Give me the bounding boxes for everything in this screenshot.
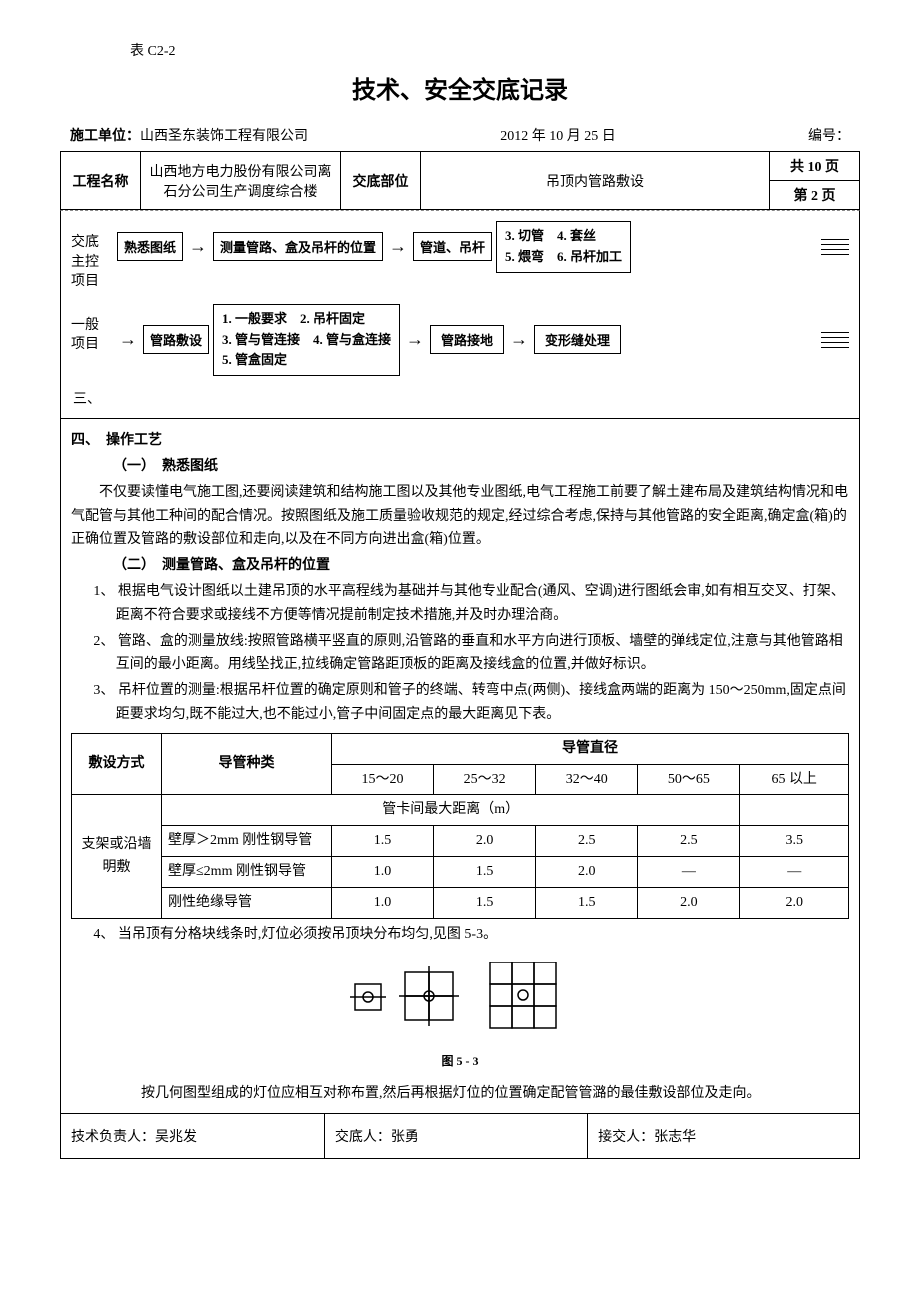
spec-r2-v0: 1.0 — [332, 887, 434, 918]
table-row: 刚性绝缘导管 1.0 1.5 1.5 2.0 2.0 — [72, 887, 849, 918]
arrow-icon: → — [187, 236, 209, 257]
body-content: 四、 操作工艺 （一） 熟悉图纸 不仅要读懂电气施工图,还要阅读建筑和结构施工图… — [71, 429, 849, 1105]
spec-col-dia: 导管直径 — [332, 733, 849, 764]
spec-dia-4: 65 以上 — [740, 764, 849, 795]
recv-val: 张志华 — [654, 1130, 696, 1145]
project-value: 山西地方电力股份有限公司离石分公司生产调度综合楼 — [141, 152, 341, 210]
info-table: 工程名称 山西地方电力股份有限公司离石分公司生产调度综合楼 交底部位 吊顶内管路… — [60, 151, 860, 210]
arrow-icon: → — [508, 329, 530, 350]
sub1-title: 熟悉图纸 — [162, 459, 218, 474]
flow2-l1: 1. 一般要求 2. 吊杆固定 — [222, 309, 391, 330]
p1: 不仅要读懂电气施工图,还要阅读建筑和结构施工图以及其他专业图纸,电气工程施工前要… — [71, 481, 849, 552]
flow2-left: 管路敷设 — [143, 325, 209, 354]
spec-r2-type: 刚性绝缘导管 — [162, 887, 332, 918]
spec-col-method: 敷设方式 — [72, 733, 162, 795]
page-no: 第 2 页 — [770, 181, 860, 210]
spec-r1-v0: 1.0 — [332, 856, 434, 887]
disc-label: 交底人： — [335, 1130, 391, 1145]
line-stack — [819, 332, 849, 348]
spec-method: 支架或沿墙明敷 — [72, 795, 162, 918]
body-table: 四、 操作工艺 （一） 熟悉图纸 不仅要读懂电气施工图,还要阅读建筑和结构施工图… — [60, 419, 860, 1159]
flow1-side: 交底 主控 项目 — [71, 221, 111, 292]
li1: 1、 根据电气设计图纸以土建吊顶的水平高程线为基础并与其他专业配合(通风、空调)… — [71, 580, 849, 628]
note4: 4、 当吊顶有分格块线条时,灯位必须按吊顶块分布均匀,见图 5-3。 — [71, 923, 849, 947]
fig-svg — [350, 962, 570, 1032]
spec-col-dist: 管卡间最大距离（m） — [162, 795, 740, 826]
line-stack — [819, 239, 849, 255]
spec-r0-v4: 3.5 — [740, 826, 849, 857]
li2: 2、 管路、盒的测量放线:按照管路横平竖直的原则,沿管路的垂直和水平方向进行顶板… — [71, 630, 849, 678]
unit-value: 山西圣东装饰工程有限公司 — [140, 129, 308, 144]
spec-r0-type: 壁厚＞2mm 刚性钢导管 — [162, 826, 332, 857]
header-row: 施工单位：山西圣东装饰工程有限公司 2012 年 10 月 25 日 编号： — [60, 125, 860, 145]
fig-caption: 图 5 - 3 — [71, 1051, 849, 1071]
li3: 3、 吊杆位置的测量:根据吊杆位置的确定原则和管子的终端、转弯中点(两侧)、接线… — [71, 679, 849, 727]
after-fig: 按几何图型组成的灯位应相互对称布置,然后再根据灯位的位置确定配管管潞的最佳敷设部… — [71, 1082, 849, 1106]
spec-r1-v2: 2.0 — [536, 856, 638, 887]
sec4-num: 四、 — [71, 433, 92, 448]
spec-r0-v2: 2.5 — [536, 826, 638, 857]
spec-r0-v3: 2.5 — [638, 826, 740, 857]
table-row: 壁厚＞2mm 刚性钢导管 1.5 2.0 2.5 2.5 3.5 — [72, 826, 849, 857]
spec-dia-1: 25～32 — [434, 764, 536, 795]
diagram-area: 交底 主控 项目 熟悉图纸 → 测量管路、盒及吊杆的位置 → 管道、吊杆 3. … — [60, 210, 860, 419]
sub2-title: 测量管路、盒及吊杆的位置 — [162, 558, 330, 573]
flow-group-2: 一般 项目 → 管路敷设 1. 一般要求 2. 吊杆固定 3. 管与管连接 4.… — [71, 304, 849, 376]
tech-val: 吴兆发 — [155, 1130, 197, 1145]
sub2-num: （二） — [113, 558, 148, 573]
footer-row: 技术负责人：吴兆发 交底人：张勇 接交人：张志华 — [61, 1114, 860, 1159]
spec-r1-v4: — — [740, 856, 849, 887]
project-label: 工程名称 — [61, 152, 141, 210]
spec-r2-v2: 1.5 — [536, 887, 638, 918]
spec-col-type: 导管种类 — [162, 733, 332, 795]
spec-r2-v1: 1.5 — [434, 887, 536, 918]
flow-group-1: 交底 主控 项目 熟悉图纸 → 测量管路、盒及吊杆的位置 → 管道、吊杆 3. … — [71, 221, 849, 292]
spec-r0-v1: 2.0 — [434, 826, 536, 857]
disc-val: 张勇 — [391, 1130, 419, 1145]
spec-r2-v4: 2.0 — [740, 887, 849, 918]
flow1-box1: 熟悉图纸 — [117, 232, 183, 261]
spec-r1-v3: — — [638, 856, 740, 887]
spec-dia-2: 32～40 — [536, 764, 638, 795]
flow2-box3: 变形缝处理 — [534, 325, 621, 354]
figure-5-3: 图 5 - 3 — [71, 962, 849, 1071]
flow1-box3: 管道、吊杆 — [413, 232, 492, 261]
recv-label: 接交人： — [598, 1130, 654, 1145]
flow2-l2: 3. 管与管连接 4. 管与盒连接 — [222, 330, 391, 351]
flow1-right-top: 3. 切管 4. 套丝 — [505, 226, 622, 247]
date: 2012 年 10 月 25 日 — [500, 125, 616, 145]
table-row: 壁厚≤2mm 刚性钢导管 1.0 1.5 2.0 — — — [72, 856, 849, 887]
sub1-num: （一） — [113, 459, 148, 474]
spec-r1-v1: 1.5 — [434, 856, 536, 887]
flow1-right: 3. 切管 4. 套丝 5. 煨弯 6. 吊杆加工 — [496, 221, 631, 273]
unit-label: 施工单位： — [70, 129, 140, 144]
flow1-box2: 测量管路、盒及吊杆的位置 — [213, 232, 383, 261]
flow1-right-bot: 5. 煨弯 6. 吊杆加工 — [505, 247, 622, 268]
arrow-icon: → — [404, 329, 426, 350]
spec-r2-v3: 2.0 — [638, 887, 740, 918]
flow2-box2: 管路接地 — [430, 325, 504, 354]
part-value: 吊顶内管路敷设 — [421, 152, 770, 210]
spec-r0-v0: 1.5 — [332, 826, 434, 857]
spec-r1-type: 壁厚≤2mm 刚性钢导管 — [162, 856, 332, 887]
arrow-icon: → — [387, 236, 409, 257]
arrow-icon: → — [117, 329, 139, 350]
flow2-main: 1. 一般要求 2. 吊杆固定 3. 管与管连接 4. 管与盒连接 5. 管盒固… — [213, 304, 400, 376]
spec-table: 敷设方式 导管种类 导管直径 15～20 25～32 32～40 50～65 6… — [71, 733, 849, 919]
form-code: 表 C2-2 — [130, 40, 860, 60]
spec-dia-0: 15～20 — [332, 764, 434, 795]
spec-dia-3: 50～65 — [638, 764, 740, 795]
part-label: 交底部位 — [341, 152, 421, 210]
code-label: 编号： — [808, 129, 850, 144]
flow2-l3: 5. 管盒固定 — [222, 350, 391, 371]
sec4-title: 操作工艺 — [106, 433, 162, 448]
tech-label: 技术负责人： — [71, 1130, 155, 1145]
total-pages: 共 10 页 — [770, 152, 860, 181]
three-label: 三、 — [71, 388, 849, 408]
flow2-side: 一般 项目 — [71, 304, 111, 355]
main-title: 技术、安全交底记录 — [60, 70, 860, 105]
